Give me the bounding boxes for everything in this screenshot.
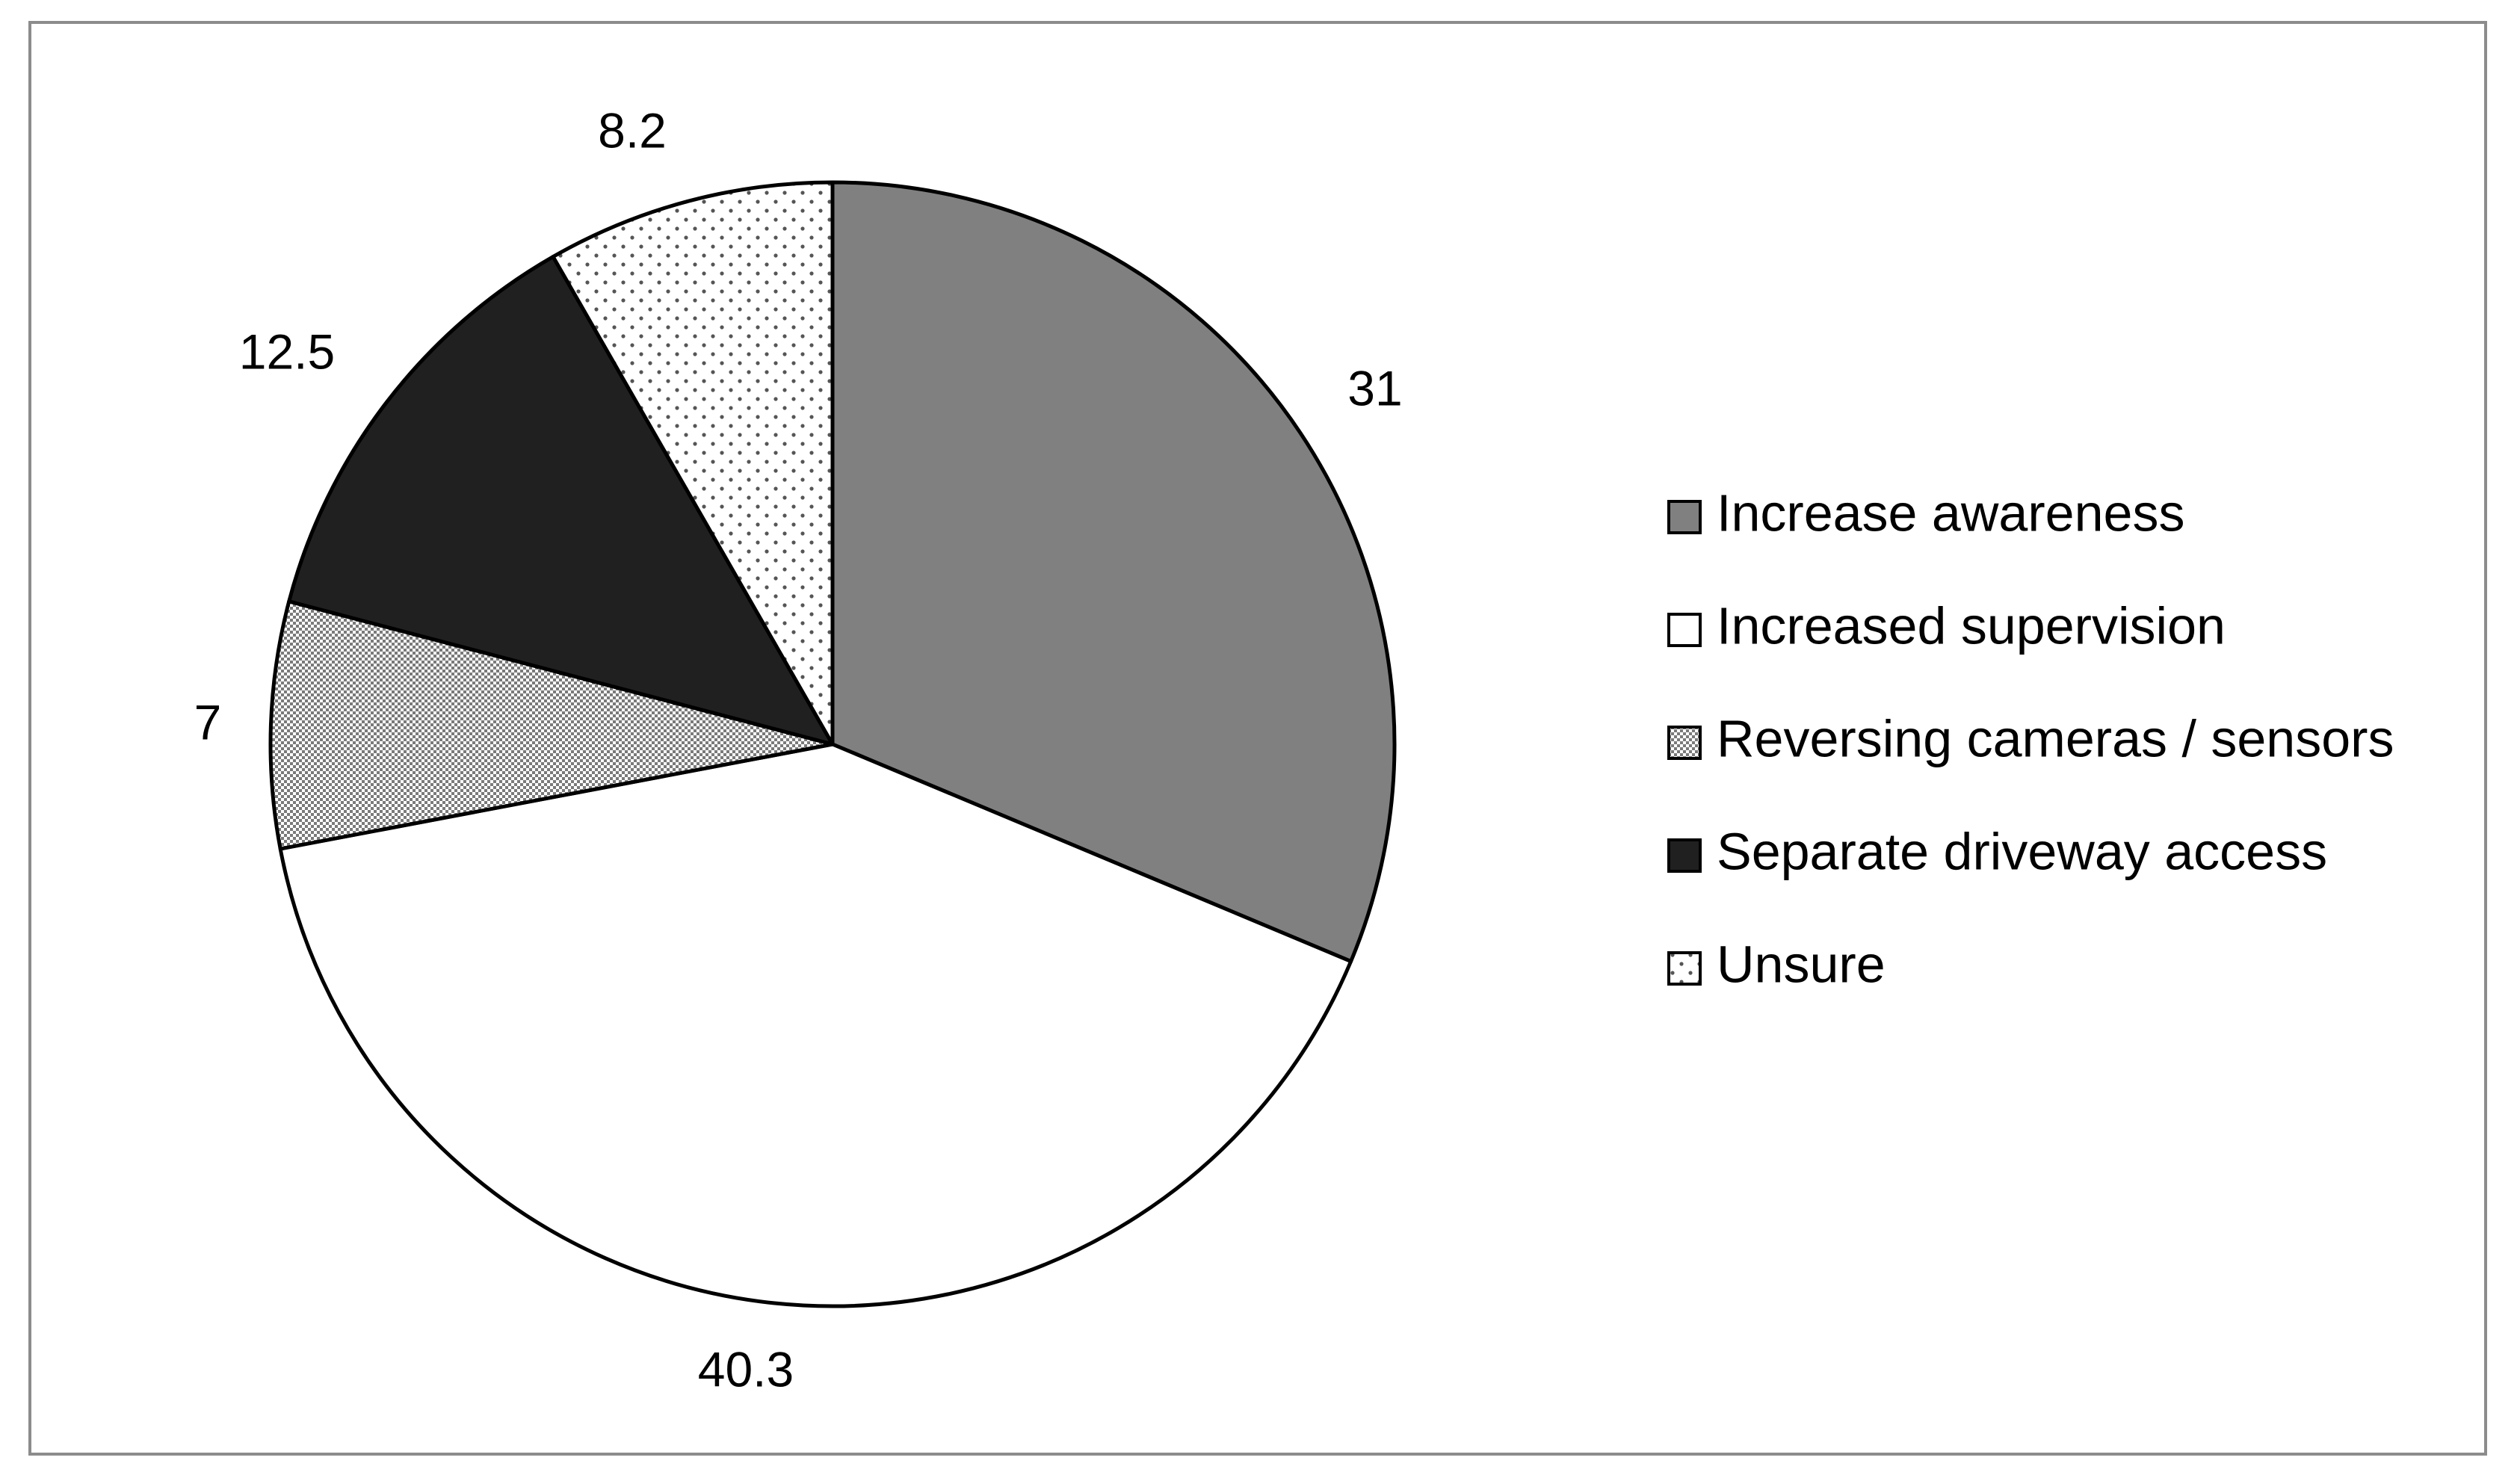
data-label-increase-awareness: 31 — [1347, 360, 1402, 415]
legend-swatch — [1667, 613, 1702, 647]
pie-value-labels: 31 40.3 7 12.5 8.2 — [194, 102, 1403, 1397]
legend-label: Reversing cameras / sensors — [1717, 709, 2394, 767]
legend-swatch — [1667, 726, 1702, 760]
legend-item-increase-awareness: Increase awareness — [1667, 483, 2184, 542]
pie-slice-increase-awareness — [830, 180, 1397, 964]
legend-item-reversing-cameras-sensors: Reversing cameras / sensors — [1667, 709, 2394, 767]
legend-label: Increased supervision — [1717, 596, 2226, 655]
pie-slice-separate-driveway-access — [287, 255, 835, 746]
data-label-increased-supervision: 40.3 — [698, 1341, 794, 1397]
pie-slice-reversing-cameras-sensors — [268, 599, 835, 851]
legend-label: Separate driveway access — [1717, 822, 2327, 880]
legend-swatch — [1667, 951, 1702, 986]
legend-label: Increase awareness — [1717, 483, 2184, 542]
legend-swatch — [1667, 838, 1702, 873]
data-label-unsure: 8.2 — [598, 102, 667, 158]
legend-item-separate-driveway-access: Separate driveway access — [1667, 822, 2327, 880]
legend: Increase awareness Increased supervision R… — [1667, 483, 2394, 993]
data-label-separate-driveway-access: 12.5 — [239, 324, 335, 379]
legend-label: Unsure — [1717, 935, 1886, 993]
data-label-reversing-cameras-sensors: 7 — [194, 694, 222, 749]
pie-slice-increased-supervision — [278, 742, 1353, 1308]
legend-item-increased-supervision: Increased supervision — [1667, 596, 2226, 655]
pie-slices — [268, 180, 1397, 1308]
legend-swatch — [1667, 500, 1702, 534]
legend-item-unsure: Unsure — [1667, 935, 1886, 993]
pie-slice-unsure — [551, 180, 835, 746]
